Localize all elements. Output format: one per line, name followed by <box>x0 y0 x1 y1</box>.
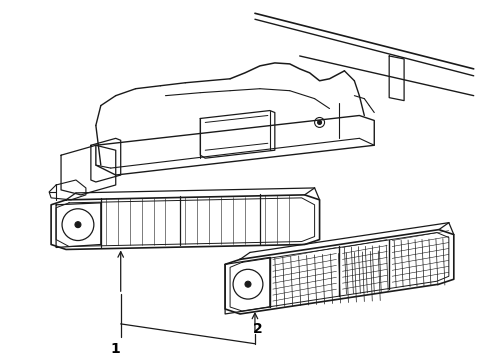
Text: 1: 1 <box>111 342 121 356</box>
Circle shape <box>75 222 81 228</box>
Text: 2: 2 <box>253 322 263 336</box>
Circle shape <box>245 281 251 287</box>
Circle shape <box>318 121 321 125</box>
